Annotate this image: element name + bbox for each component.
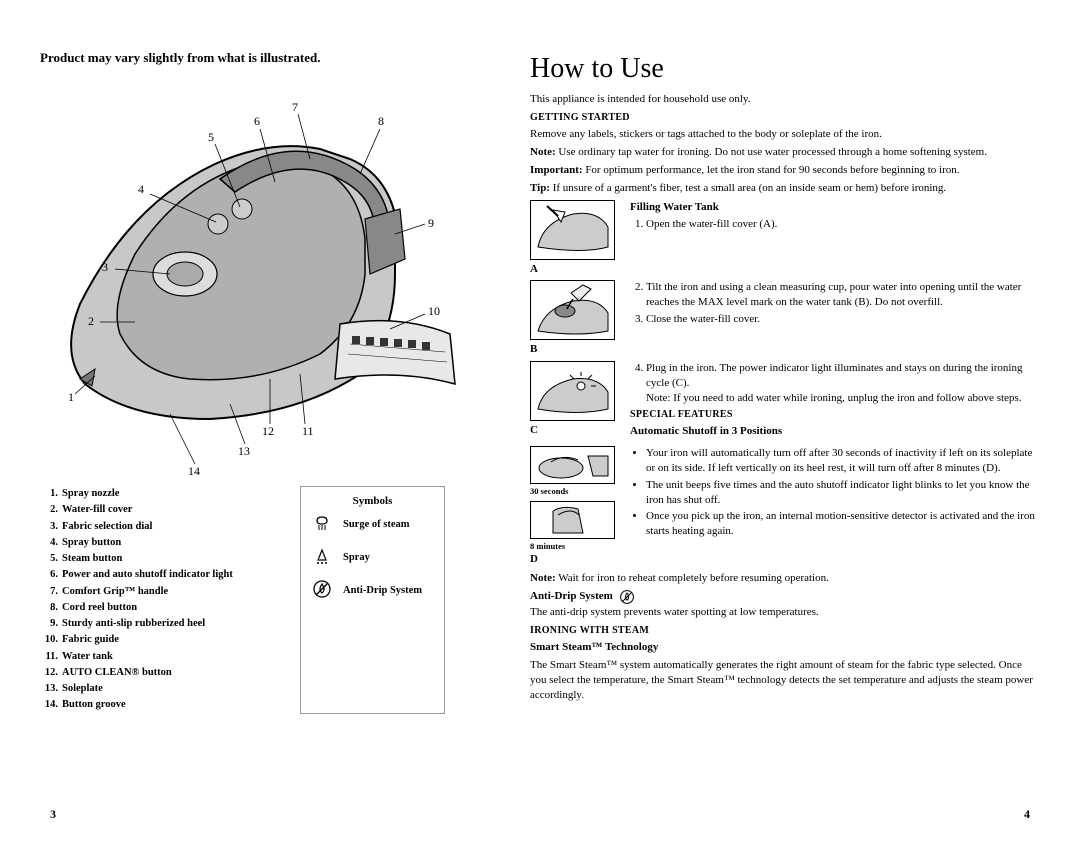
parts-list: 1.Spray nozzle2.Water-fill cover3.Fabric… [40, 486, 280, 714]
page-number-4: 4 [1024, 807, 1030, 822]
callout-7: 7 [292, 100, 298, 115]
spray-icon [311, 546, 333, 569]
step-a-row: A Filling Water Tank Open the water-fill… [530, 200, 1040, 277]
figure-c-label: C [530, 423, 618, 438]
d-30sec-label: 30 seconds [530, 486, 618, 497]
shutoff-bullet-1: Your iron will automatically turn off af… [646, 446, 1040, 476]
fill-step-4: Plug in the iron. The power indicator li… [646, 361, 1040, 406]
page-3: Product may vary slightly from what is i… [40, 50, 520, 816]
symbol-spray: Spray [311, 546, 434, 569]
smart-steam-text: The Smart Steam™ system automatically ge… [530, 658, 1040, 703]
callout-11: 11 [302, 424, 314, 439]
gs-important: Important: For optimum performance, let … [530, 163, 1040, 178]
fill-step-1: Open the water-fill cover (A). [646, 217, 1040, 232]
getting-started-heading: GETTING STARTED [530, 111, 1040, 125]
parts-list-item: 4.Spray button [40, 535, 280, 551]
figure-a: A [530, 200, 618, 277]
shutoff-bullet-2: The unit beeps five times and the auto s… [646, 478, 1040, 508]
figure-b-label: B [530, 342, 618, 357]
callout-6: 6 [254, 114, 260, 129]
parts-list-item: 11.Water tank [40, 649, 280, 665]
auto-shutoff-heading: Automatic Shutoff in 3 Positions [630, 424, 1040, 439]
legend-area: 1.Spray nozzle2.Water-fill cover3.Fabric… [40, 486, 490, 714]
iron-parts-diagram: 1 2 3 4 5 6 7 8 9 10 11 12 13 14 [40, 74, 470, 474]
parts-list-item: 5.Steam button [40, 551, 280, 567]
ironing-steam-heading: IRONING WITH STEAM [530, 624, 1040, 638]
gs-remove-labels: Remove any labels, stickers or tags atta… [530, 127, 1040, 142]
parts-list-item: 6.Power and auto shutoff indicator light [40, 567, 280, 583]
callout-9: 9 [428, 216, 434, 231]
filling-heading: Filling Water Tank [630, 200, 1040, 215]
step-d-text: Your iron will automatically turn off af… [630, 446, 1040, 567]
callout-3: 3 [102, 260, 108, 275]
symbol-steam: Surge of steam [311, 513, 434, 536]
symbols-heading: Symbols [311, 495, 434, 507]
fill-step-2: Tilt the iron and using a clean measurin… [646, 280, 1040, 310]
parts-list-item: 8.Cord reel button [40, 600, 280, 616]
how-to-use-heading: How to Use [530, 50, 1040, 88]
figure-d-label: D [530, 552, 618, 567]
gs-note: Note: Use ordinary tap water for ironing… [530, 145, 1040, 160]
symbol-steam-label: Surge of steam [343, 519, 410, 530]
parts-list-item: 14.Button groove [40, 697, 280, 713]
step-c-row: C Plug in the iron. The power indicator … [530, 361, 1040, 442]
callout-10: 10 [428, 304, 440, 319]
fill-step-3: Close the water-fill cover. [646, 312, 1040, 327]
antidrip-heading: Anti-Drip System [530, 589, 613, 604]
parts-list-item: 2.Water-fill cover [40, 502, 280, 518]
callout-8: 8 [378, 114, 384, 129]
figure-a-label: A [530, 262, 618, 277]
smart-steam-heading: Smart Steam™ Technology [530, 640, 1040, 655]
shutoff-bullet-3: Once you pick up the iron, an internal m… [646, 509, 1040, 539]
parts-list-item: 7.Comfort Grip™ handle [40, 584, 280, 600]
antidrip-icon [619, 589, 635, 605]
antidrip-heading-row: Anti-Drip System [530, 589, 1040, 605]
figure-c: C [530, 361, 618, 442]
callout-14: 14 [188, 464, 200, 479]
callout-13: 13 [238, 444, 250, 459]
callout-2: 2 [88, 314, 94, 329]
page-number-3: 3 [50, 807, 56, 822]
symbol-spray-label: Spray [343, 552, 370, 563]
figure-d: 30 seconds 8 minutes D [530, 446, 618, 567]
d-8min-label: 8 minutes [530, 541, 618, 552]
parts-list-item: 9.Sturdy anti-slip rubberized heel [40, 616, 280, 632]
page-4: How to Use This appliance is intended fo… [520, 50, 1040, 816]
callout-1: 1 [68, 390, 74, 405]
step-b-text: Tilt the iron and using a clean measurin… [630, 280, 1040, 357]
manual-spread: Product may vary slightly from what is i… [0, 0, 1080, 846]
parts-list-item: 1.Spray nozzle [40, 486, 280, 502]
callout-12: 12 [262, 424, 274, 439]
steam-icon [311, 513, 333, 536]
symbol-antidrip-label: Anti-Drip System [343, 585, 422, 596]
reheat-note: Note: Wait for iron to reheat completely… [530, 571, 1040, 586]
step-c-text: Plug in the iron. The power indicator li… [630, 361, 1040, 442]
antidrip-icon [311, 579, 333, 602]
antidrip-text: The anti-drip system prevents water spot… [530, 605, 1040, 620]
gs-tip: Tip: If unsure of a garment's fiber, tes… [530, 181, 1040, 196]
parts-list-item: 13.Soleplate [40, 681, 280, 697]
step-b-row: B Tilt the iron and using a clean measur… [530, 280, 1040, 357]
callout-5: 5 [208, 130, 214, 145]
parts-list-item: 3.Fabric selection dial [40, 519, 280, 535]
callout-4: 4 [138, 182, 144, 197]
parts-list-item: 10.Fabric guide [40, 632, 280, 648]
parts-list-item: 12.AUTO CLEAN® button [40, 665, 280, 681]
symbols-box: Symbols Surge of steam Spray [300, 486, 445, 714]
special-features-heading: SPECIAL FEATURES [630, 408, 1040, 422]
step-a-text: Filling Water Tank Open the water-fill c… [630, 200, 1040, 277]
intro-text: This appliance is intended for household… [530, 92, 1040, 107]
fill-step-4-note: Note: If you need to add water while iro… [646, 392, 1021, 404]
product-variation-note: Product may vary slightly from what is i… [40, 50, 490, 66]
figure-b: B [530, 280, 618, 357]
step-d-row: 30 seconds 8 minutes D Your iron will au… [530, 446, 1040, 567]
symbol-antidrip: Anti-Drip System [311, 579, 434, 602]
